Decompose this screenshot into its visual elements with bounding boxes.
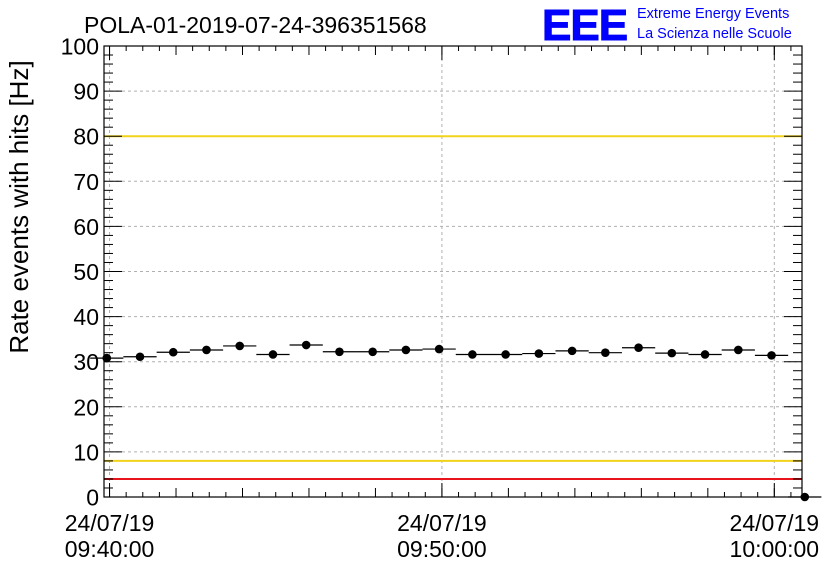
- x-tick-time: 09:50:00: [397, 536, 487, 562]
- data-point: [168, 347, 178, 357]
- y-tick-label: 30: [73, 349, 99, 375]
- y-tick-label: 0: [86, 485, 99, 511]
- y-tick-label: 100: [61, 34, 99, 60]
- data-point: [733, 345, 743, 355]
- data-point: [368, 347, 377, 357]
- chart-title: POLA-01-2019-07-24-396351568: [84, 12, 427, 38]
- reference-lines: [104, 135, 802, 480]
- y-tick-label: 90: [73, 79, 99, 105]
- y-tick-label: 40: [73, 304, 99, 330]
- data-point: [700, 350, 710, 359]
- data-point: [767, 351, 776, 360]
- axis-ticks: [104, 45, 802, 498]
- data-point: [800, 492, 810, 502]
- eee-logo-line2: La Scienza nelle Scuole: [637, 26, 792, 42]
- data-point: [235, 341, 245, 351]
- data-point: [501, 350, 510, 359]
- y-tick-label: 80: [73, 124, 99, 150]
- x-tick-time: 09:40:00: [65, 536, 155, 562]
- eee-logo-line1: Extreme Energy Events: [637, 6, 789, 22]
- y-axis-label: Rate events with hits [Hz]: [4, 60, 34, 353]
- x-tick-date: 24/07/19: [730, 510, 820, 536]
- data-point: [567, 346, 577, 356]
- x-tick-date: 24/07/19: [65, 510, 155, 536]
- data-point: [667, 348, 677, 358]
- data-point: [601, 348, 610, 357]
- eee-logo-mark: EEE: [542, 1, 627, 50]
- data-point: [434, 344, 444, 354]
- data-point: [468, 350, 477, 359]
- y-tick-label: 20: [73, 394, 99, 420]
- data-point: [268, 350, 278, 359]
- data-point: [335, 347, 344, 357]
- x-tick-time: 10:00:00: [730, 536, 820, 562]
- eee-logo: EEE Extreme Energy Events La Scienza nel…: [542, 1, 792, 51]
- y-tick-label: 60: [73, 214, 99, 240]
- y-tick-labels: 0 10 20 30 40 50 60 70 80 90 100: [61, 34, 99, 511]
- data-point: [534, 349, 544, 358]
- data-point: [202, 345, 211, 355]
- x-tick-labels: 24/07/1909:40:0024/07/1909:50:0024/07/19…: [65, 510, 819, 562]
- grid-lines: [104, 46, 802, 497]
- data-point: [301, 340, 311, 350]
- data-point: [634, 343, 643, 353]
- data-point: [135, 352, 145, 362]
- y-tick-label: 70: [73, 169, 99, 195]
- y-tick-label: 50: [73, 259, 99, 285]
- y-tick-label: 10: [73, 439, 99, 465]
- x-tick-date: 24/07/19: [397, 510, 487, 536]
- data-point: [102, 353, 112, 363]
- data-point: [401, 345, 411, 355]
- data-markers: [90, 340, 822, 502]
